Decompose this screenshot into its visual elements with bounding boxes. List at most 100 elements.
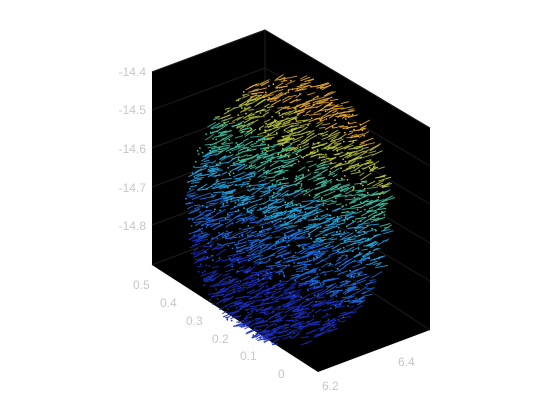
quiver-arrow [272,164,284,170]
quiver-arrow [294,122,302,125]
quiver-arrow [260,153,268,156]
quiver-arrow [258,291,264,296]
quiver-arrow [235,216,247,224]
quiver-arrowhead [262,140,264,143]
quiver-arrow [258,257,267,261]
quiver-arrow [191,181,200,184]
quiver-arrow [313,171,319,174]
quiver-arrowhead [296,88,298,90]
quiver-arrow [373,214,380,217]
quiver-arrow [350,239,360,243]
quiver-arrowhead [335,295,338,297]
quiver-arrowhead [269,271,272,274]
quiver-arrow [323,297,335,304]
quiver-arrow [268,254,275,257]
quiver-arrow [348,108,355,111]
quiver-arrow [289,326,302,334]
quiver-arrowhead [280,189,283,191]
quiver-arrow [227,154,234,158]
quiver-arrowhead [312,142,315,145]
quiver-arrow [356,216,367,224]
quiver-arrow [205,134,214,141]
quiver-arrow [362,164,372,171]
quiver-arrow [204,204,216,208]
quiver-arrowhead [336,230,338,233]
quiver-arrow [267,203,273,208]
quiver-arrow [327,236,334,240]
quiver-arrow [283,285,294,292]
quiver-arrowhead [325,118,328,120]
quiver-arrowhead [336,150,339,152]
quiver-arrow [211,217,223,223]
quiver-arrowhead [316,238,318,240]
quiver-arrow [266,148,275,153]
quiver-arrow [324,122,338,130]
quiver-arrow [239,258,247,263]
quiver-arrow [285,302,291,307]
quiver-arrow [264,305,273,312]
quiver-arrowhead [278,313,281,315]
quiver-arrowhead [297,308,300,310]
quiver-arrow [316,86,324,89]
quiver-arrow [244,267,251,272]
quiver-arrowhead [378,203,380,206]
quiver-arrow [282,298,295,307]
quiver-arrow [253,319,264,325]
quiver-arrow [265,322,276,329]
quiver-arrowhead [190,225,193,227]
quiver-arrowhead [336,268,339,270]
quiver-arrow [305,279,318,283]
quiver-arrow [239,255,252,260]
z-tick-label: -14.7 [119,181,147,195]
quiver-arrow [358,195,366,201]
quiver-arrow [312,222,324,228]
quiver-arrowhead [372,166,375,168]
quiver-arrowhead [342,140,345,143]
quiver-arrowhead [357,248,360,250]
quiver-arrow [202,192,212,197]
quiver-arrowhead [304,217,306,220]
quiver-arrow [281,95,290,101]
quiver-arrowhead [228,232,231,234]
quiver-arrow [291,305,301,313]
quiver-arrow [294,188,304,192]
quiver-arrow [294,233,306,241]
quiver-arrowhead [365,150,368,153]
quiver-arrow [226,213,234,217]
quiver-arrowhead [216,178,219,181]
quiver-arrowhead [316,273,319,276]
quiver-arrowhead [283,257,285,260]
quiver-arrowhead [318,102,321,104]
quiver-arrow [249,165,257,170]
quiver-arrowhead [265,172,268,175]
quiver-arrowhead [300,84,302,86]
quiver-arrowhead [271,183,274,186]
quiver-arrow [371,190,379,195]
quiver-field [185,74,396,346]
quiver-arrowhead [367,237,370,240]
quiver-arrowhead [360,183,362,185]
quiver-arrow [255,231,266,235]
quiver-arrowhead [265,171,268,173]
quiver-arrow [288,215,295,218]
quiver-arrowhead [361,129,364,132]
quiver-arrow [237,143,244,148]
quiver-arrow [227,181,236,184]
quiver-arrow [229,145,241,150]
quiver-arrowhead [318,156,321,159]
quiver-arrow [276,264,287,268]
quiver-arrow [331,183,340,188]
quiver-arrow [229,197,243,203]
quiver-arrow [349,305,355,309]
quiver-arrow [310,84,324,88]
quiver-arrowhead [246,309,249,311]
quiver-arrow [300,275,311,281]
quiver-arrowhead [287,237,290,240]
quiver-arrowhead [311,151,313,154]
quiver-arrowhead [271,156,274,159]
quiver-arrow [205,149,215,156]
quiver-arrowhead [250,248,252,251]
quiver-arrowhead [237,99,240,102]
quiver-arrow [255,320,265,325]
quiver-arrow [298,282,306,285]
